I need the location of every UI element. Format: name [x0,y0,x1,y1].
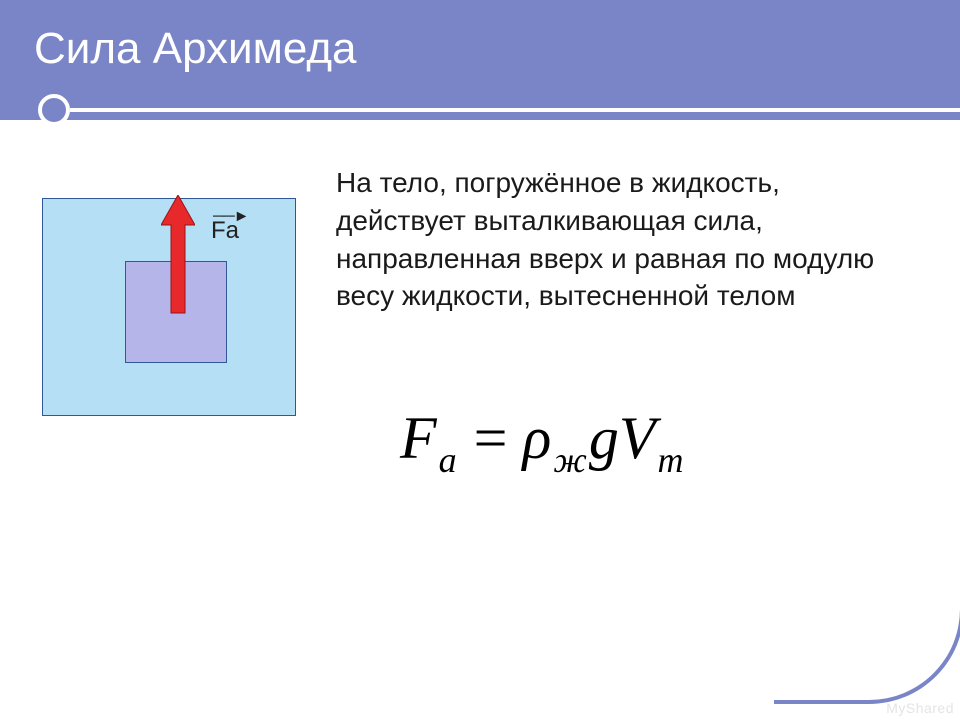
formula-rho: ρ [523,405,552,471]
formula-F-sub: a [437,440,459,480]
formula-F: F [400,405,437,471]
title-bullet [38,94,70,126]
diagram-liquid: ──► Fa [42,198,296,416]
watermark: MyShared [886,700,954,716]
frame-corner-curve [774,514,960,704]
body-text: На тело, погружённое в жидкость, действу… [336,164,908,315]
force-label: Fa [211,217,239,245]
title-rule [70,108,960,112]
force-arrow [161,195,195,315]
formula: Fa = ρжgVm [400,404,685,481]
slide-title: Сила Архимеда [34,24,357,74]
formula-V: V [619,405,656,471]
formula-eq: = [459,405,523,471]
formula-V-sub: m [655,440,685,480]
formula-rho-sub: ж [551,440,589,480]
formula-g: g [589,405,619,471]
